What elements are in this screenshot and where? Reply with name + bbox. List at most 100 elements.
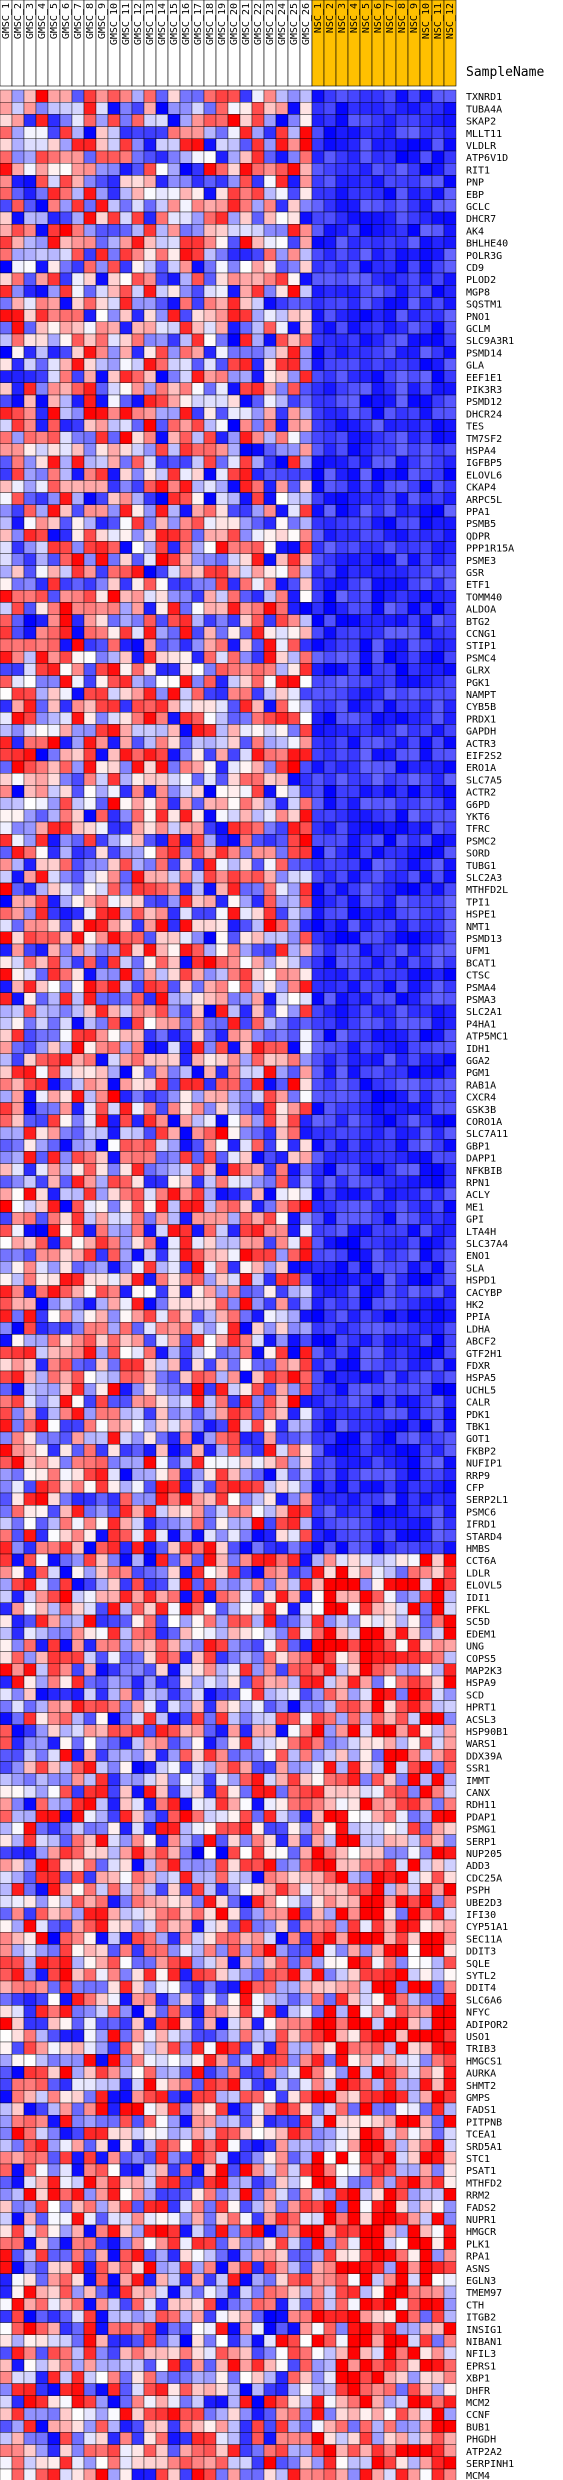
- heatmap-cell: [407, 992, 421, 1006]
- heatmap-cell: [95, 663, 109, 676]
- heatmap-cell: [287, 870, 301, 884]
- heatmap-cell: [11, 382, 25, 396]
- heatmap-cell: [215, 1248, 229, 1262]
- heatmap-cell: [59, 1260, 73, 1274]
- heatmap-cell: [131, 1370, 145, 1384]
- heatmap-cell: [443, 1602, 457, 1616]
- heatmap-cell: [179, 1212, 193, 1225]
- heatmap-cell: [71, 1285, 85, 1298]
- heatmap-cell: [263, 1614, 277, 1628]
- heatmap-cell: [347, 992, 361, 1006]
- heatmap-cell: [71, 724, 85, 737]
- heatmap-cell: [287, 1626, 301, 1640]
- heatmap-cell: [131, 1029, 145, 1042]
- heatmap-cell: [383, 638, 397, 652]
- heatmap-cell: [251, 553, 265, 566]
- heatmap-cell: [311, 1090, 325, 1103]
- heatmap-cell: [215, 858, 229, 871]
- heatmap-cell: [347, 199, 361, 213]
- heatmap-cell: [371, 480, 385, 493]
- heatmap-cell: [71, 1626, 85, 1640]
- heatmap-cell: [167, 1456, 181, 1469]
- heatmap-cell: [71, 1480, 85, 1494]
- heatmap-cell: [47, 370, 61, 384]
- heatmap-cell: [95, 1297, 109, 1311]
- heatmap-cell: [0, 1309, 13, 1323]
- heatmap-cell: [227, 394, 241, 408]
- heatmap-cell: [191, 138, 205, 152]
- heatmap-cell: [395, 1187, 409, 1201]
- heatmap-cell: [299, 809, 313, 823]
- heatmap-cell: [167, 821, 181, 835]
- heatmap-cell: [371, 699, 385, 713]
- heatmap-cell: [323, 724, 337, 737]
- heatmap-cell: [119, 114, 133, 127]
- heatmap-cell: [419, 565, 433, 579]
- heatmap-cell: [431, 1517, 445, 1530]
- heatmap-cell: [71, 882, 85, 896]
- heatmap-cell: [335, 577, 349, 591]
- heatmap-cell: [95, 1151, 109, 1164]
- heatmap-cell: [227, 1504, 241, 1518]
- heatmap-cell: [371, 248, 385, 262]
- heatmap-cell: [47, 1114, 61, 1128]
- heatmap-cell: [203, 1639, 217, 1652]
- heatmap-cell: [359, 1126, 373, 1140]
- heatmap-cell: [251, 443, 265, 457]
- heatmap-cell: [143, 1346, 157, 1359]
- heatmap-cell: [407, 1529, 421, 1542]
- heatmap-cell: [299, 785, 313, 798]
- heatmap-cell: [383, 1151, 397, 1164]
- heatmap-cell: [227, 797, 241, 810]
- heatmap-cell: [23, 1260, 37, 1274]
- heatmap-cell: [179, 931, 193, 945]
- heatmap-cell: [167, 931, 181, 945]
- heatmap-cell: [95, 1529, 109, 1542]
- heatmap-cell: [59, 1529, 73, 1542]
- heatmap-cell: [443, 1138, 457, 1152]
- heatmap-cell: [263, 821, 277, 835]
- heatmap-cell: [383, 260, 397, 274]
- heatmap-cell: [251, 1199, 265, 1213]
- heatmap-cell: [395, 1102, 409, 1115]
- heatmap-cell: [23, 407, 37, 420]
- heatmap-cell: [311, 1273, 325, 1286]
- heatmap-cell: [23, 1321, 37, 1335]
- heatmap-cell: [11, 126, 25, 139]
- heatmap-cell: [263, 1163, 277, 1176]
- heatmap-cell: [107, 1029, 121, 1042]
- heatmap-cell: [155, 919, 169, 932]
- heatmap-cell: [83, 1504, 97, 1518]
- heatmap-cell: [287, 504, 301, 518]
- heatmap-cell: [251, 1236, 265, 1250]
- heatmap-cell: [347, 1102, 361, 1115]
- heatmap-cell: [407, 773, 421, 786]
- heatmap-cell: [311, 504, 325, 518]
- heatmap-cell: [35, 394, 49, 408]
- heatmap-cell: [203, 394, 217, 408]
- heatmap-cell: [347, 809, 361, 823]
- heatmap-cell: [251, 1626, 265, 1640]
- heatmap-cell: [71, 1077, 85, 1091]
- heatmap-cell: [23, 1126, 37, 1140]
- heatmap-cell: [35, 553, 49, 566]
- heatmap-cell: [395, 1578, 409, 1591]
- heatmap-cell: [227, 1273, 241, 1286]
- heatmap-cell: [107, 797, 121, 810]
- heatmap-cell: [0, 736, 13, 749]
- heatmap-cell: [119, 1248, 133, 1262]
- heatmap-cell: [0, 919, 13, 932]
- heatmap-cell: [347, 1041, 361, 1054]
- heatmap-cell: [299, 1041, 313, 1054]
- heatmap-cell: [95, 834, 109, 847]
- heatmap-cell: [35, 1553, 49, 1567]
- heatmap-cell: [359, 199, 373, 213]
- heatmap-cell: [407, 614, 421, 627]
- heatmap-cell: [119, 248, 133, 262]
- heatmap-cell: [299, 223, 313, 237]
- heatmap-cell: [323, 809, 337, 823]
- heatmap-cell: [47, 455, 61, 469]
- heatmap-cell: [371, 724, 385, 737]
- heatmap-cell: [359, 407, 373, 420]
- heatmap-cell: [47, 407, 61, 420]
